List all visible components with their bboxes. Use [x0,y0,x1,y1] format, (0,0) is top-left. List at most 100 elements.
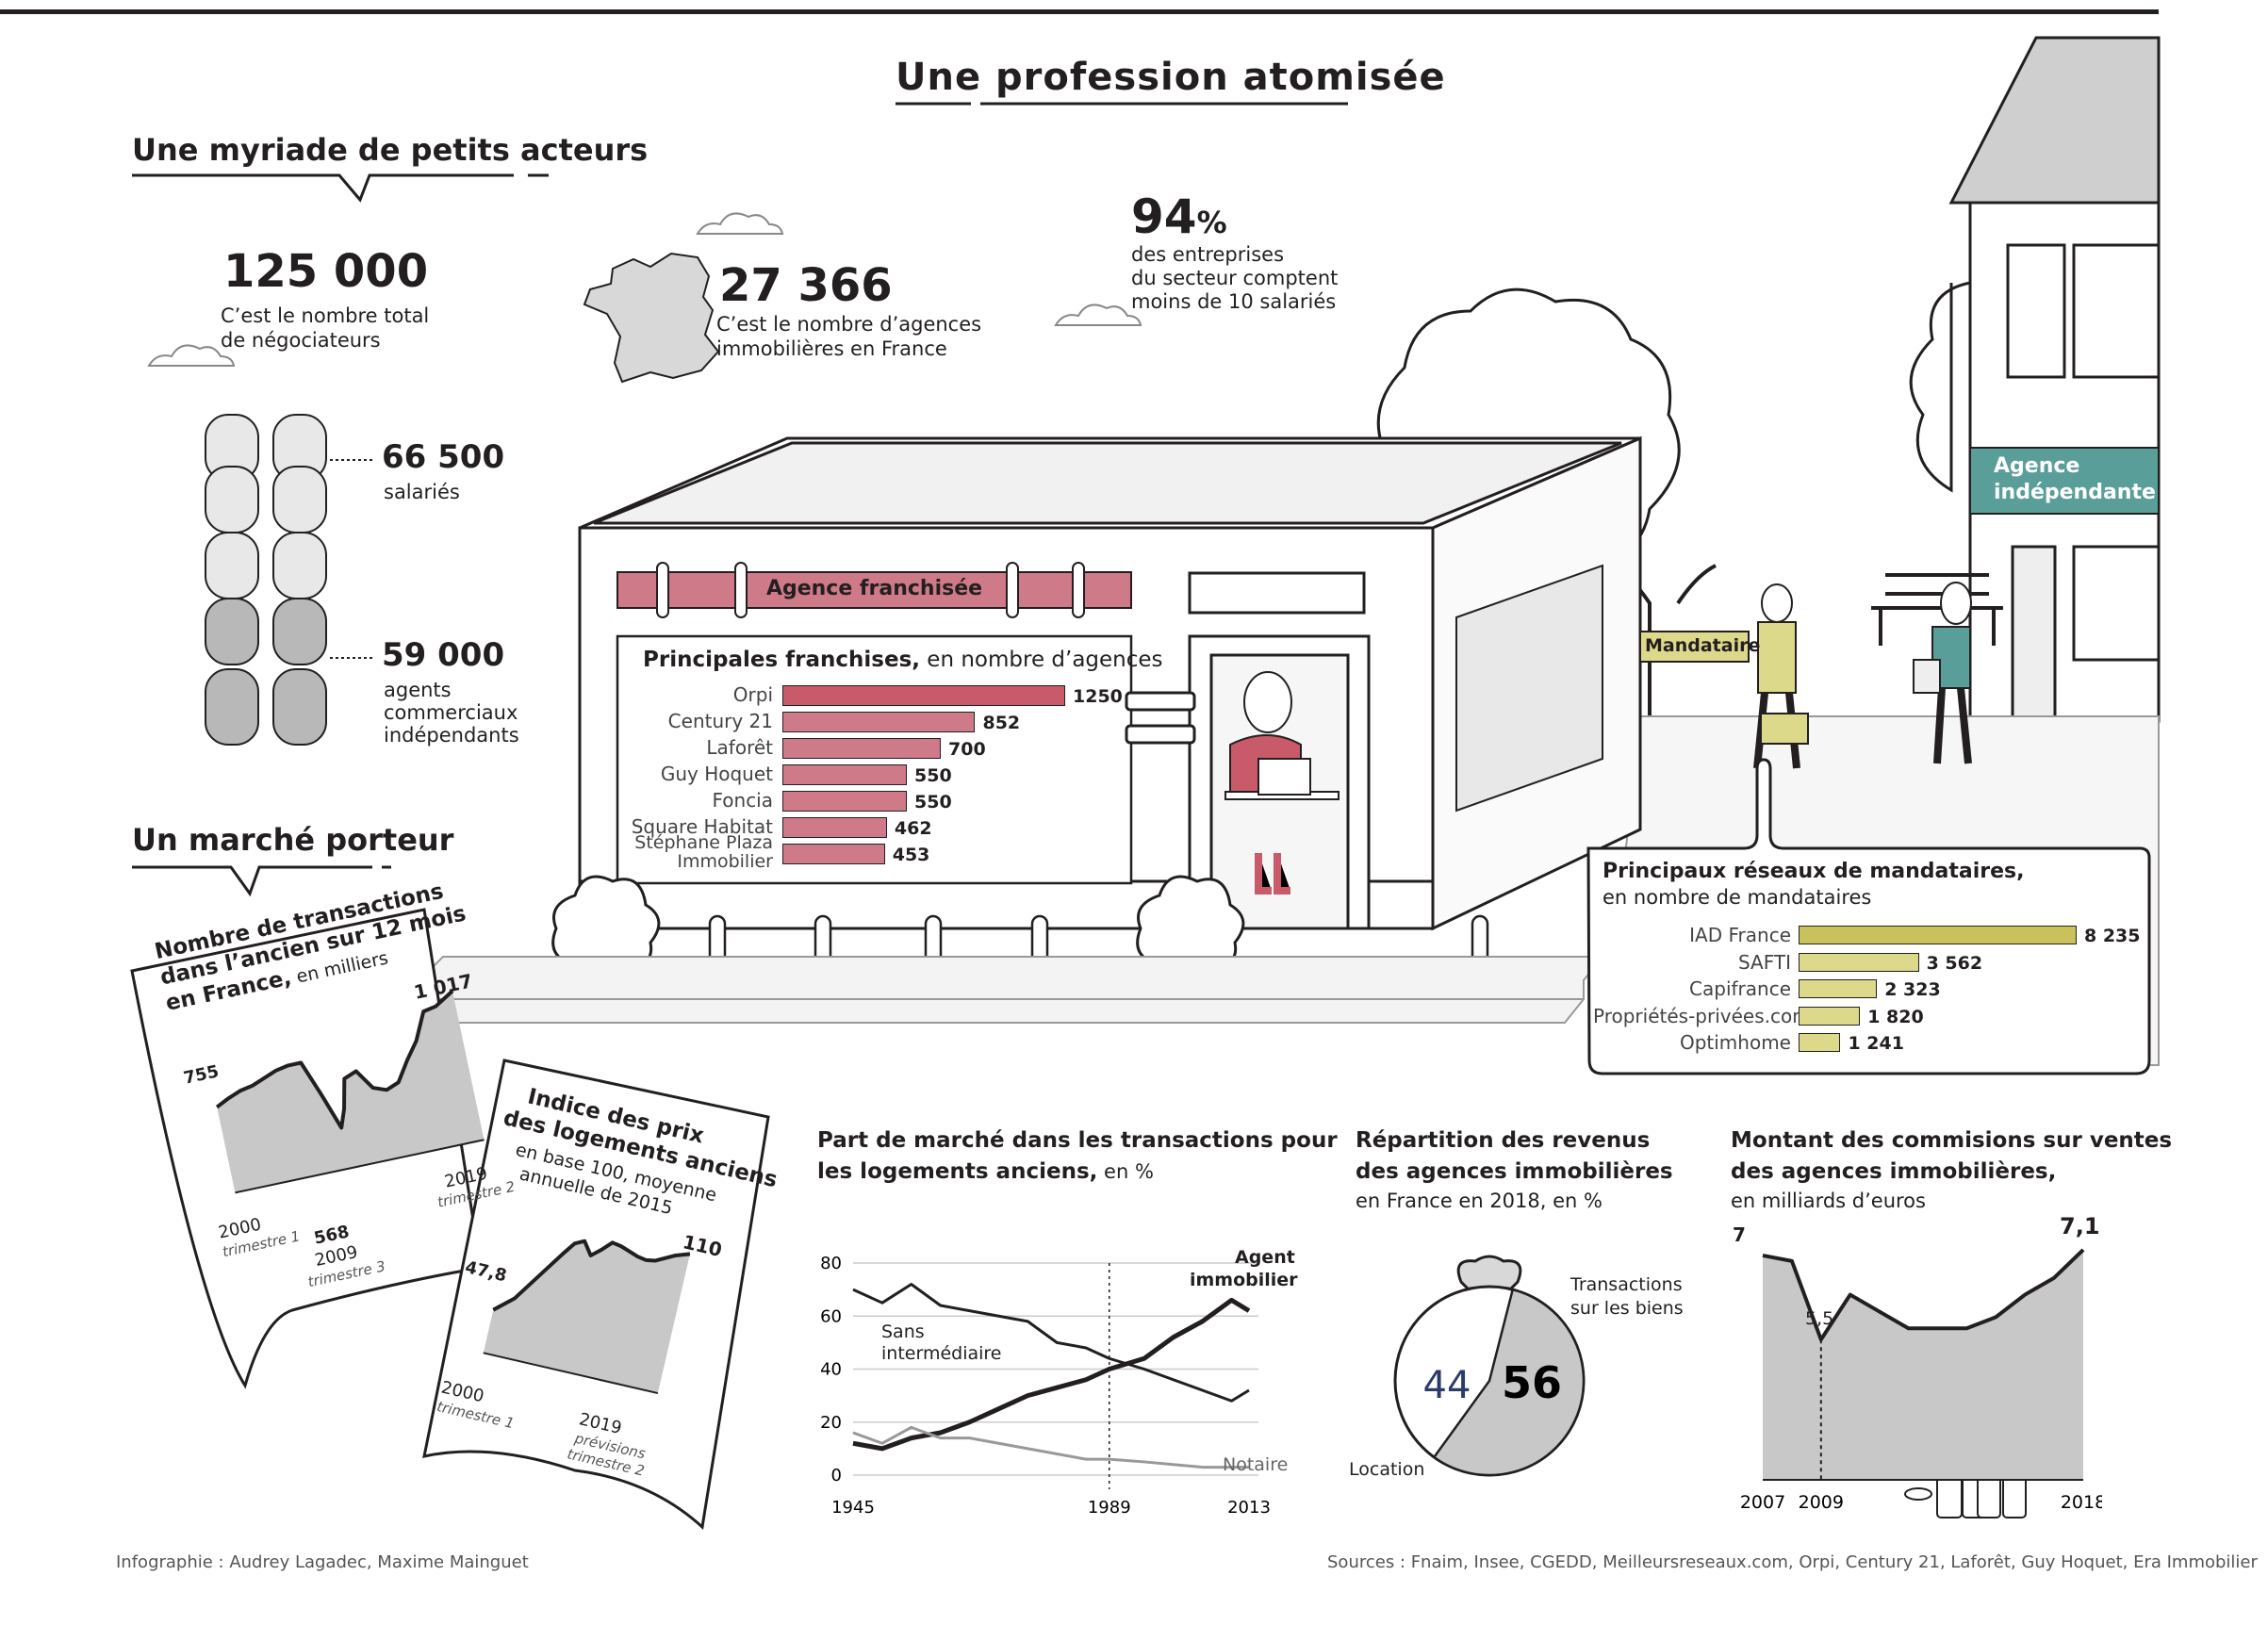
repartition-title-1: Répartition des revenus [1356,1128,1651,1153]
franchise-chart-title: Principales franchises, en nombre d’agen… [643,648,1163,672]
part-series-line-0 [852,1297,1251,1452]
franchise-label-5: Square Habitat [631,815,773,838]
pie-label-trans-2: sur les biens [1570,1298,1684,1319]
part-series-notaire: Notaire [1223,1454,1289,1475]
commissions-sub: en milliards d’euros [1731,1190,1926,1212]
franchise-label-2: Laforêt [706,736,773,759]
stat-small-text-2: du secteur comptent [1131,267,1339,289]
bag-knot-icon [1456,1255,1522,1293]
transactions-card: Nombre de transactions dans l’ancien sur… [141,866,539,1329]
part-series-agent-2: immobilier [1190,1270,1298,1290]
commissions-label-start: 7 [1733,1223,1746,1246]
page-title: Une profession atomisée [896,56,1446,99]
repartition-title-2: des agences immobilières [1356,1159,1673,1184]
stat-total-text-1: C’est le nombre total [221,304,430,327]
stat-agencies-text-2: immobilières en France [716,337,947,360]
mandataire-label-4: Optimhome [1679,1031,1791,1054]
pie-label-trans-1: Transactions [1570,1274,1683,1295]
independent-sign-1: Agence [1994,454,2080,478]
france-map-icon [583,252,720,384]
franchise-bar-0 [782,685,1065,706]
indice-area-chart [483,1239,691,1395]
part-ytick-3: 60 [820,1306,842,1326]
franchise-value-4: 550 [914,792,952,812]
part-xtick-0: 1945 [831,1498,875,1518]
pie-label-location: Location [1349,1459,1425,1480]
commissions-xtick-0: 2007 [1740,1492,1785,1513]
part-series-sans-1: Sans [881,1321,925,1342]
commissions-xtick-2: 2018 [2061,1492,2102,1513]
independent-sign-bg [1969,447,2160,515]
commissions-xtick-1: 2009 [1799,1492,1844,1513]
franchise-sign-bg [616,571,1132,609]
mandataire-label-3: Propriétés-privées.com [1593,1004,1811,1027]
part-ytick-0: 0 [831,1466,842,1485]
franchise-bar-chart: Orpi 1250 Century 21 852 Laforêt 700 Guy Hoque… [617,679,1131,877]
part-series-line-1 [852,1283,1250,1403]
franchise-bar-2 [782,738,941,759]
mandataire-bar-4 [1799,1033,1841,1052]
stat-agents-label-3: indépendants [384,724,519,747]
franchise-bar-5 [782,817,887,838]
stat-agents-label-2: commerciaux [384,701,518,724]
stat-small-value: 94% [1131,189,1227,244]
commissions-label-end: 7,1 [2060,1213,2100,1239]
mandataire-tag-bg [1639,631,1750,663]
stat-agencies-value: 27 366 [719,259,893,312]
indice-area [483,1240,690,1394]
credits: Infographie : Audrey Lagadec, Maxime Mai… [116,1552,529,1572]
mandataire-value-0: 8 235 [2084,926,2141,946]
repartition-sub: en France en 2018, en % [1356,1190,1602,1212]
mandataire-label-2: Capifrance [1689,977,1791,1000]
stat-agents-label-1: agents [384,679,452,701]
franchise-label-4: Foncia [712,789,773,812]
section-heading-myriade: Une myriade de petits acteurs [132,132,649,168]
mandataires-title-1: Principaux réseaux de mandataires, [1602,860,2025,883]
mandataire-bar-3 [1799,1006,1861,1026]
part-ytick-1: 20 [820,1413,842,1433]
franchise-sign: Agence franchisée [765,577,983,600]
commissions-line [1762,1248,2085,1342]
stat-total-text-2: de négociateurs [221,329,381,352]
revenue-pie-chart: 56 44 [1393,1255,1586,1477]
franchise-value-5: 462 [894,818,932,839]
indice-baseline [483,1352,659,1395]
transactions-line [215,989,454,1130]
mandataire-tag: Mandataire [1645,635,1761,656]
part-series-agent-1: Agent [1235,1247,1295,1268]
mandataire-bar-1 [1799,952,1919,972]
mandataires-title-2: en nombre de mandataires [1602,886,1872,909]
mandataire-bar-chart: IAD France 8 235 SAFTI 3 562 Capifrance 2 323… [1593,919,2141,1060]
franchise-label-6: Stéphane Plaza Immobilier [634,832,773,872]
mandataire-bar-0 [1799,926,2077,944]
part-xtick-2: 2013 [1227,1498,1271,1518]
stat-small-text-1: des entreprises [1131,243,1285,266]
stat-agents-value: 59 000 [382,636,505,674]
commissions-label-min: 5,5 [1805,1308,1834,1329]
franchise-label-1: Century 21 [667,710,773,732]
stat-total-value: 125 000 [223,245,429,298]
part-series-line-2 [852,1425,1249,1469]
stat-salaries-label: salariés [384,481,460,503]
stat-agencies-text-1: C’est le nombre d’agences [716,313,982,336]
indice-line [492,1239,691,1312]
mandataire-value-3: 1 820 [1867,1006,1924,1027]
franchise-label-3: Guy Hoquet [660,763,773,785]
mandataire-value-4: 1 241 [1848,1033,1904,1054]
part-series-sans-2: intermédiaire [881,1343,1002,1364]
franchise-value-6: 453 [892,845,930,865]
pie-slice-transactions [1432,1288,1586,1477]
transactions-area-chart [215,989,485,1194]
mandataire-value-2: 2 323 [1884,979,1941,1000]
commissions-area-chart: 2007 2009 2018 [1740,1248,2102,1513]
section-heading-marche: Un marché porteur [132,822,454,858]
commissions-title-1: Montant des commisions sur ventes [1731,1128,2173,1153]
franchise-bar-1 [782,712,976,732]
transactions-baseline [235,1139,485,1194]
indice-card: Indice des prix des logements anciens en… [425,1075,780,1519]
part-title-2: les logements anciens, en % [817,1159,1154,1184]
franchise-value-0: 1250 [1073,686,1123,707]
franchise-label-0: Orpi [732,683,773,706]
stat-small-text-3: moins de 10 salariés [1131,290,1337,313]
franchise-bar-3 [782,764,907,785]
